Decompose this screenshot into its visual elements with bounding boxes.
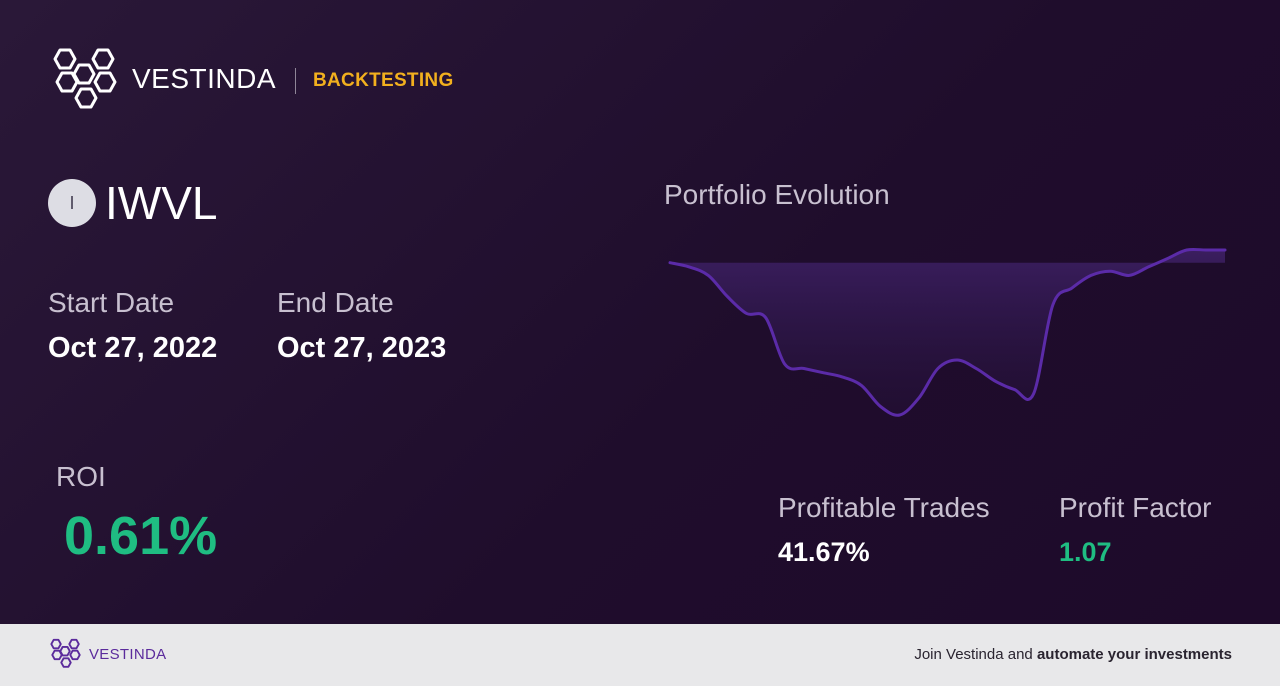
footer-brand-link[interactable]: VESTINDA: [89, 646, 167, 663]
header-divider: [295, 68, 296, 94]
profit-factor-label: Profit Factor: [1059, 492, 1212, 523]
end-date-value: Oct 27, 2023: [277, 332, 447, 364]
vestinda-logo-icon: [53, 48, 117, 109]
footer-cta-prefix: Join Vestinda and: [914, 646, 1037, 663]
roi-label: ROI: [56, 461, 106, 492]
profitable-trades-label: Profitable Trades: [778, 492, 990, 523]
chart-area-fill: [670, 249, 1225, 416]
profit-factor-value: 1.07: [1059, 537, 1112, 567]
start-date-value: Oct 27, 2022: [48, 332, 218, 364]
start-date-label: Start Date: [48, 287, 175, 318]
ticker-badge: I: [48, 179, 96, 227]
chart-series-line: [668, 247, 1227, 417]
roi-value: 0.61%: [64, 506, 218, 566]
chart-title: Portfolio Evolution: [664, 179, 890, 210]
footer-vestinda-logo-icon[interactable]: [48, 638, 84, 670]
profitable-trades-value: 41.67%: [778, 537, 870, 567]
footer-bar: [0, 624, 1280, 686]
footer-cta-bold: automate your investments: [1036, 646, 1232, 663]
portfolio-chart: [668, 247, 1227, 417]
footer-cta[interactable]: Join Vestinda and automate your investme…: [914, 646, 1232, 663]
end-date-label: End Date: [277, 287, 394, 318]
ticker-symbol: IWVL: [105, 177, 218, 229]
section-title: BACKTESTING: [313, 70, 454, 91]
brand-name: VESTINDA: [132, 63, 277, 94]
